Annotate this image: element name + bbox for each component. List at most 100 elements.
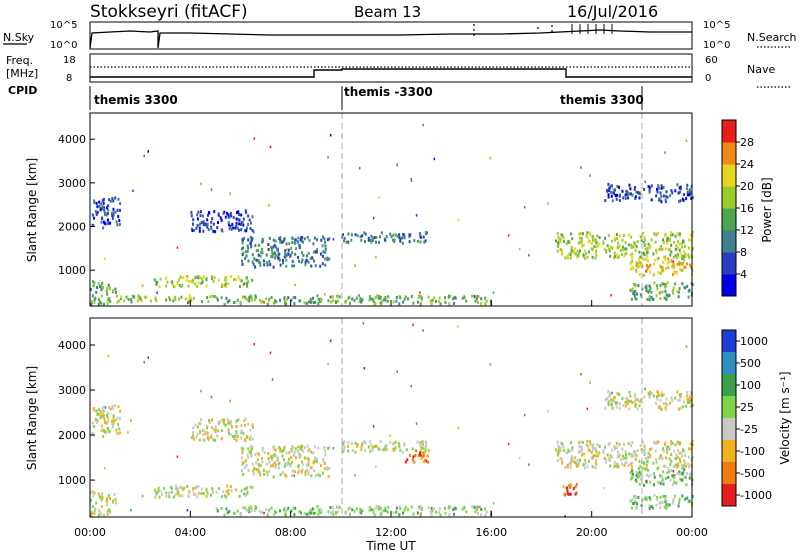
echo-cell <box>561 442 564 446</box>
echo-cell <box>249 450 252 454</box>
echo-cell <box>229 433 232 437</box>
echo-cell <box>120 295 123 299</box>
echo-cell <box>117 214 120 218</box>
echo-cell <box>665 476 667 480</box>
echo-cell <box>685 187 688 191</box>
echo-cell <box>407 297 409 301</box>
echo-cell <box>241 262 244 266</box>
echo-cell <box>670 459 673 463</box>
echo-cell <box>606 453 609 457</box>
echo-cell <box>648 504 651 508</box>
echo-cell <box>643 257 646 261</box>
echo-cell <box>611 186 614 190</box>
colorbar-swatch <box>722 462 736 485</box>
echo-cell <box>560 457 563 461</box>
echo-cell <box>631 266 634 270</box>
echo-cell <box>664 289 667 293</box>
echo-cell <box>111 404 114 408</box>
echo-cell <box>91 213 94 217</box>
echo-cell <box>637 398 640 402</box>
colorbar-tick-label: -1000 <box>740 489 772 502</box>
echo-cell <box>109 497 111 501</box>
echo-cell <box>655 460 658 464</box>
echo-cell <box>228 223 230 227</box>
echo-cell <box>586 407 589 411</box>
echo-cell <box>156 291 158 295</box>
echo-cell <box>410 505 413 509</box>
echo-cell <box>228 299 231 303</box>
echo-cell <box>665 267 667 271</box>
echo-cell <box>247 238 250 242</box>
echo-cell <box>399 507 402 510</box>
echo-cell <box>659 272 662 275</box>
echo-cell <box>679 477 682 481</box>
echo-cell <box>206 424 209 428</box>
echo-cell <box>319 464 322 468</box>
echo-cell <box>93 216 96 220</box>
echo-cell <box>97 298 100 301</box>
echo-cell <box>210 225 213 229</box>
echo-cell <box>394 233 397 237</box>
echo-cell <box>568 449 571 453</box>
echo-cell <box>662 447 664 451</box>
echo-cell <box>408 233 411 237</box>
echo-cell <box>114 210 117 214</box>
echo-cell <box>224 423 227 427</box>
colorbar-tick-label: 16 <box>740 202 754 215</box>
echo-cell <box>672 470 675 473</box>
echo-cell <box>606 244 609 248</box>
echo-cell <box>595 245 598 249</box>
echo-cell <box>106 420 109 424</box>
echo-cell <box>457 325 459 328</box>
echo-cell <box>463 506 466 510</box>
echo-cell <box>685 345 688 348</box>
echo-cell <box>109 286 111 290</box>
echo-cell <box>604 236 606 240</box>
echo-cell <box>646 456 649 460</box>
echo-cell <box>480 302 483 306</box>
echo-cell <box>656 390 659 394</box>
echo-cell <box>171 280 174 284</box>
echo-cell <box>377 296 380 300</box>
echo-cell <box>299 454 302 458</box>
echo-cell <box>676 231 679 235</box>
echo-cell <box>579 440 582 444</box>
echo-cell <box>616 465 619 469</box>
echo-cell <box>202 433 205 437</box>
echo-cell <box>625 453 628 457</box>
echo-cell <box>268 509 270 513</box>
echo-cell <box>648 496 651 500</box>
echo-cell <box>320 298 322 302</box>
echo-cell <box>360 239 363 242</box>
echo-cell <box>284 300 287 303</box>
echo-cell <box>207 419 210 423</box>
echo-cell <box>291 260 294 264</box>
echo-cell <box>638 470 641 474</box>
echo-cell <box>95 501 98 505</box>
echo-cell <box>635 397 638 401</box>
echo-cell <box>560 233 563 237</box>
echo-cell <box>613 236 616 240</box>
echo-cell <box>528 463 530 466</box>
echo-cell <box>220 437 223 441</box>
echo-cell <box>648 265 650 269</box>
echo-cell <box>480 507 483 511</box>
echo-cell <box>371 236 374 240</box>
echo-cell <box>92 494 95 498</box>
echo-cell <box>687 462 690 466</box>
echo-cell <box>272 238 275 242</box>
echo-cell <box>170 486 173 490</box>
echo-cell <box>132 189 134 193</box>
echo-cell <box>685 483 688 487</box>
echo-cell <box>651 297 654 301</box>
echo-cell <box>190 214 193 218</box>
echo-cell <box>303 301 306 305</box>
echo-cell <box>676 440 679 444</box>
echo-cell <box>655 249 658 253</box>
echo-cell <box>282 240 285 243</box>
echo-cell <box>163 487 166 490</box>
echo-cell <box>312 242 315 246</box>
echo-cell <box>100 202 103 206</box>
echo-cell <box>97 412 100 416</box>
echo-cell <box>639 263 642 267</box>
